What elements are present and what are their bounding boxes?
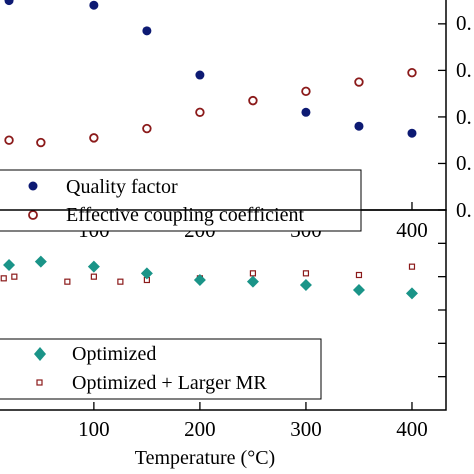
bottom-x-tick-label-200: 200 [184,417,216,441]
optimized-point [3,259,16,271]
bottom-plot-area [0,255,418,300]
top-plot-area [4,0,417,148]
effective-coupling-coefficient-point [407,68,417,78]
top-right-y-tick-label-4: 0. [456,11,472,35]
effective-coupling-coefficient-point [195,107,205,117]
optimized-larger-mr-point [0,275,7,282]
legend-marker-optimized-larger-mr [36,379,43,386]
quality-factor-point [89,0,99,10]
quality-factor-point [4,0,14,6]
bottom-x-tick-label-100: 100 [78,417,110,441]
optimized-point [246,275,259,288]
legend-marker-effective-coupling-coefficient [28,210,38,220]
bottom-x-axis-title: Temperature (°C) [135,447,275,469]
bottom-x-tick-label-400: 400 [396,417,428,441]
bottom-x-ticks [93,402,413,410]
optimized-point [193,274,206,286]
optimized-point [299,279,312,291]
legend-label-quality-factor: Quality factor [66,176,178,198]
optimized-larger-mr-point [302,270,310,277]
optimized-larger-mr-point [11,273,18,280]
top-legend: Quality factor Effective coupling coeffi… [0,169,362,232]
optimized-larger-mr-point [117,278,124,285]
optimized-point [140,267,153,280]
top-right-y-tick-label-0: 0. [456,198,472,222]
legend-label-effective-coupling-coefficient: Effective coupling coefficient [66,204,304,226]
top-legend-box [0,169,362,232]
legend-marker-optimized [34,347,46,361]
bottom-legend-box [0,338,322,400]
optimized-larger-mr-point [64,278,71,285]
effective-coupling-coefficient-point [89,133,99,143]
optimized-point [352,284,365,296]
legend-label-optimized: Optimized [72,343,156,365]
top-right-y-tick-label-3: 0. [456,58,472,82]
optimized-larger-mr-point [249,270,257,277]
top-right-y-tick-label-1: 0. [456,151,472,175]
optimized-point [87,260,100,273]
bottom-x-tick-label-300: 300 [290,417,322,441]
legend-label-optimized-larger-mr: Optimized + Larger MR [72,372,267,394]
effective-coupling-coefficient-point [354,77,364,87]
optimized-larger-mr-point [355,271,363,279]
quality-factor-point [407,128,417,138]
quality-factor-point [142,26,152,36]
top-x-tick-label-400: 400 [396,218,428,242]
effective-coupling-coefficient-point [36,137,46,148]
legend-marker-quality-factor [28,181,38,191]
quality-factor-point [195,70,205,80]
top-right-y-tick-label-2: 0. [456,105,472,129]
optimized-larger-mr-point [408,263,416,270]
optimized-larger-mr-point [90,273,97,280]
effective-coupling-coefficient-point [248,95,258,106]
quality-factor-point [301,107,311,117]
top-right-y-ticks [438,23,446,211]
bottom-right-y-ticks [438,242,446,378]
effective-coupling-coefficient-point [4,135,14,145]
optimized-point [34,255,47,268]
quality-factor-point [354,121,364,131]
bottom-legend: Optimized Optimized + Larger MR [0,338,322,400]
effective-coupling-coefficient-point [142,123,152,134]
optimized-point [405,287,418,300]
effective-coupling-coefficient-point [301,86,311,97]
